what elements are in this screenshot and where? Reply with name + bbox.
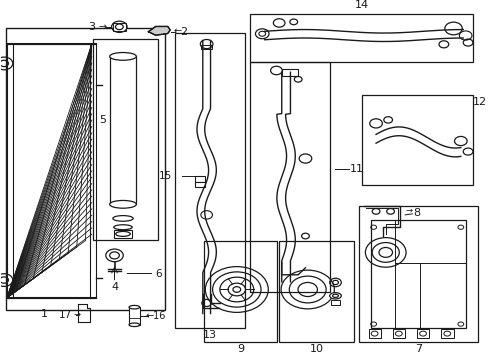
- Ellipse shape: [129, 305, 140, 309]
- Text: ←16: ←16: [145, 311, 165, 321]
- Bar: [7, 44, 92, 298]
- Bar: [109, 57, 136, 204]
- Text: 7: 7: [414, 344, 421, 354]
- Ellipse shape: [329, 293, 341, 299]
- Text: 11: 11: [349, 164, 363, 174]
- Ellipse shape: [129, 323, 140, 327]
- Bar: [279, 241, 353, 342]
- Bar: [90, 44, 96, 298]
- Text: 12: 12: [472, 97, 486, 107]
- Ellipse shape: [332, 294, 338, 297]
- Bar: [93, 39, 158, 239]
- Bar: [5, 28, 165, 310]
- Ellipse shape: [109, 201, 136, 208]
- Bar: [194, 183, 205, 188]
- Text: →: →: [405, 206, 412, 215]
- Bar: [441, 329, 453, 338]
- Text: 14: 14: [354, 0, 368, 10]
- Bar: [175, 33, 245, 328]
- Ellipse shape: [109, 53, 136, 60]
- Text: ←: ←: [174, 27, 182, 37]
- Bar: [392, 329, 404, 338]
- Text: 15: 15: [159, 171, 172, 181]
- Bar: [282, 69, 297, 76]
- Text: 6: 6: [155, 269, 161, 279]
- Text: 8: 8: [413, 208, 420, 218]
- Bar: [370, 220, 465, 328]
- Text: 5: 5: [99, 115, 106, 125]
- Ellipse shape: [113, 216, 133, 221]
- Text: →: →: [98, 22, 106, 32]
- Bar: [416, 329, 428, 338]
- Bar: [368, 329, 380, 338]
- Text: 17: 17: [59, 310, 72, 320]
- Text: 4: 4: [111, 282, 118, 292]
- Text: 9: 9: [236, 344, 244, 354]
- Text: 1: 1: [41, 309, 48, 319]
- Bar: [250, 62, 329, 292]
- Bar: [330, 300, 340, 305]
- Bar: [129, 307, 140, 325]
- Text: →: →: [73, 310, 80, 319]
- Bar: [201, 45, 212, 49]
- Bar: [113, 23, 125, 31]
- Bar: [114, 230, 131, 238]
- Bar: [358, 206, 477, 342]
- Text: 13: 13: [203, 330, 217, 339]
- Text: 10: 10: [309, 344, 323, 354]
- Bar: [194, 176, 205, 183]
- Polygon shape: [148, 26, 170, 35]
- Bar: [203, 241, 276, 342]
- Ellipse shape: [114, 225, 132, 230]
- Bar: [361, 95, 472, 185]
- Bar: [250, 14, 472, 62]
- Text: 3: 3: [88, 22, 95, 32]
- Bar: [7, 44, 13, 298]
- Text: 2: 2: [180, 27, 187, 37]
- Ellipse shape: [116, 231, 130, 237]
